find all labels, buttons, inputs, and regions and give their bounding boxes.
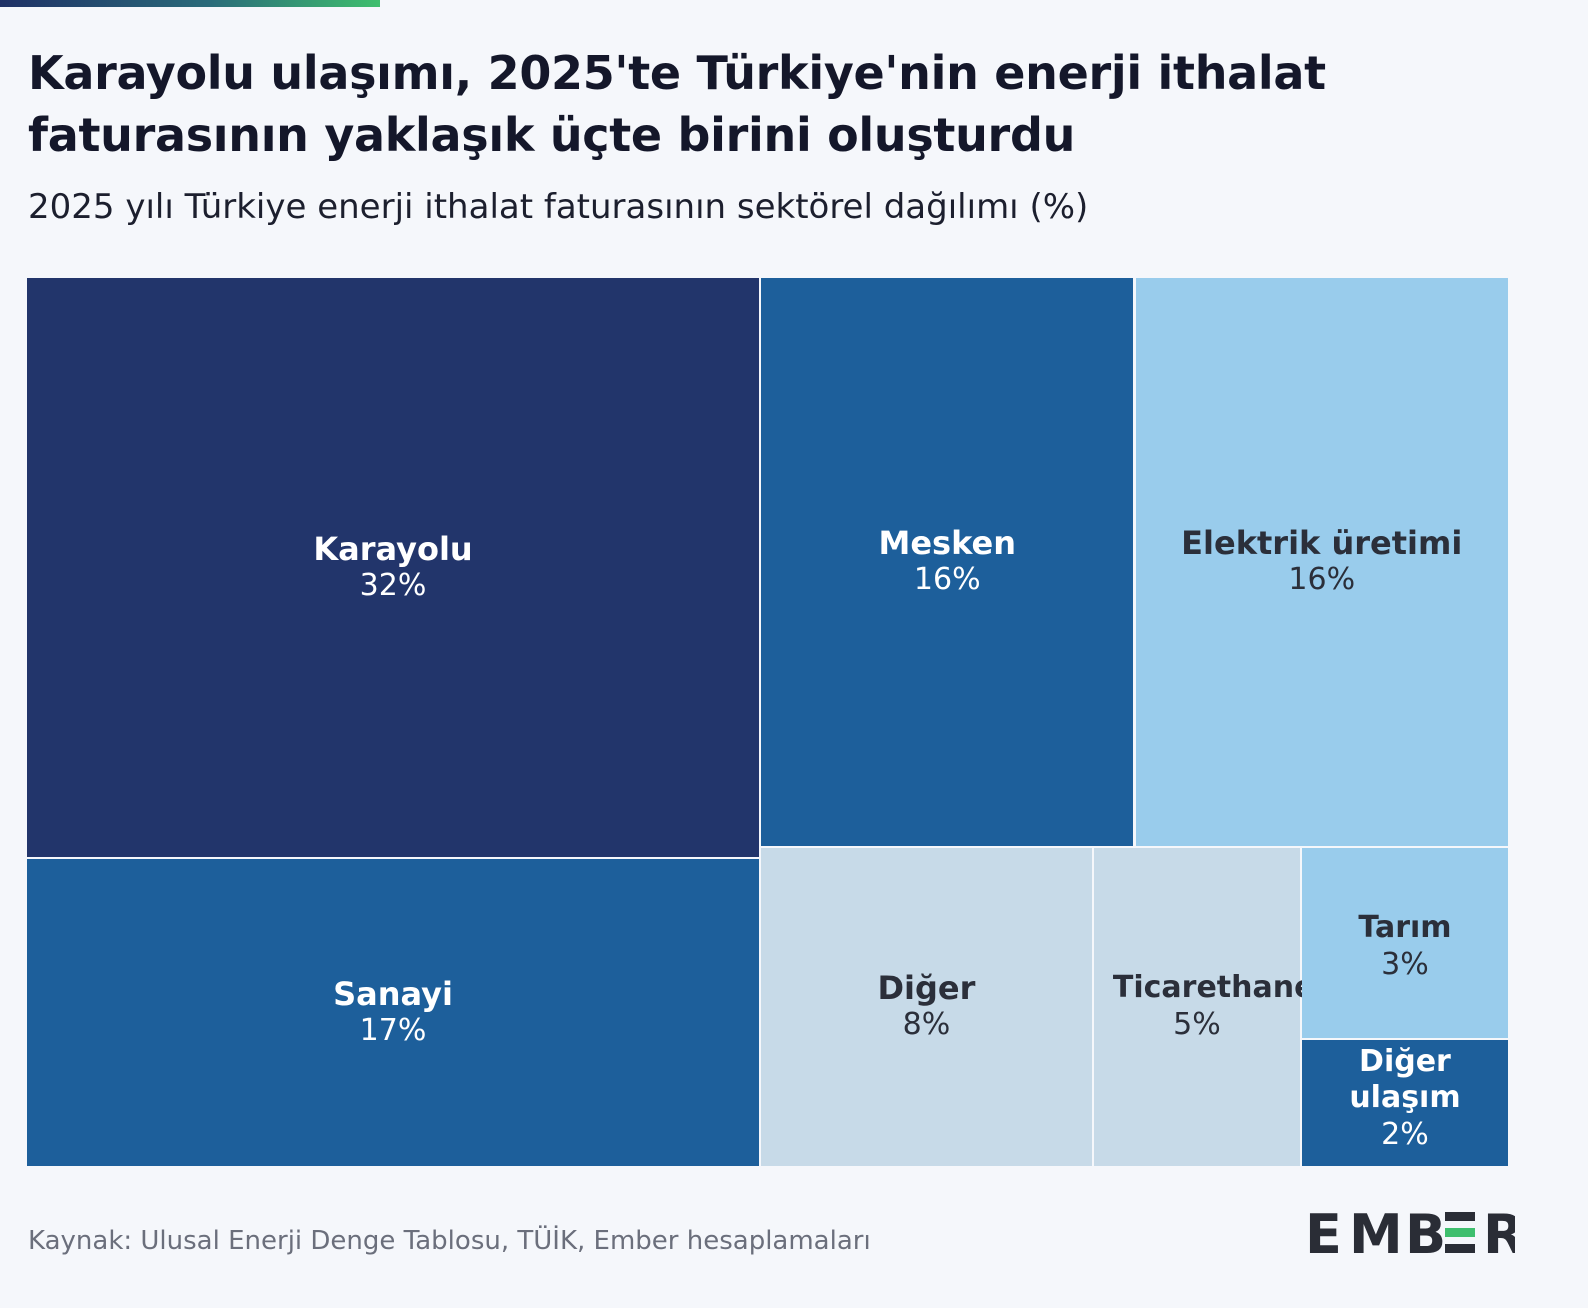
treemap-tile-mesken: Mesken 16%	[761, 278, 1136, 848]
treemap-tile-karayolu: Karayolu 32%	[27, 278, 761, 860]
tile-value: 3%	[1381, 946, 1429, 982]
tile-label: Diğer	[877, 968, 976, 1007]
tile-value: 32%	[359, 567, 427, 603]
source-note: Kaynak: Ulusal Enerji Denge Tablosu, TÜİ…	[28, 1226, 871, 1256]
tile-label: Elektrik üretimi	[1181, 523, 1463, 562]
treemap-tile-sanayi: Sanayi 17%	[27, 859, 761, 1168]
tile-label: Tarım	[1358, 909, 1452, 945]
treemap-tile-tarım: Tarım 3%	[1301, 847, 1510, 1040]
chart-subtitle: 2025 yılı Türkiye enerji ithalat faturas…	[28, 187, 1089, 227]
tile-label: Diğer ulaşım	[1349, 1043, 1461, 1115]
tile-value: 16%	[1288, 561, 1356, 597]
chart-title: Karayolu ulaşımı, 2025'te Türkiye'nin en…	[28, 46, 1326, 162]
tile-value: 17%	[359, 1012, 427, 1048]
tile-value: 5%	[1173, 1006, 1221, 1042]
tile-label: Sanayi	[333, 974, 453, 1013]
treemap-tile-elektrik-üretimi: Elektrik üretimi 16%	[1135, 278, 1510, 848]
treemap-tile-diğer: Diğer 8%	[761, 847, 1094, 1168]
logo-letter: B	[1405, 1206, 1446, 1258]
logo-letter: E	[1305, 1206, 1342, 1258]
treemap-chart: Karayolu 32% Sanayi 17% Mesken 16% Elektrik ür…	[27, 278, 1510, 1168]
tile-value: 8%	[902, 1006, 951, 1042]
tile-label: Ticarethane	[1112, 969, 1315, 1005]
tile-label: Mesken	[878, 523, 1016, 562]
logo-bar	[1445, 1212, 1475, 1221]
tile-value: 2%	[1381, 1116, 1429, 1152]
logo-letter: M	[1349, 1206, 1403, 1258]
treemap-tile-ticarethane: Ticarethane 5%	[1093, 847, 1315, 1168]
logo-bar	[1445, 1228, 1475, 1237]
tile-value: 16%	[913, 561, 981, 597]
treemap-tile-diğer-ulaşım: Diğer ulaşım 2%	[1301, 1039, 1510, 1168]
logo-letter: R	[1483, 1206, 1515, 1258]
tile-label: Karayolu	[313, 529, 473, 568]
top-accent-bar	[0, 0, 380, 7]
logo-bar	[1445, 1244, 1475, 1253]
